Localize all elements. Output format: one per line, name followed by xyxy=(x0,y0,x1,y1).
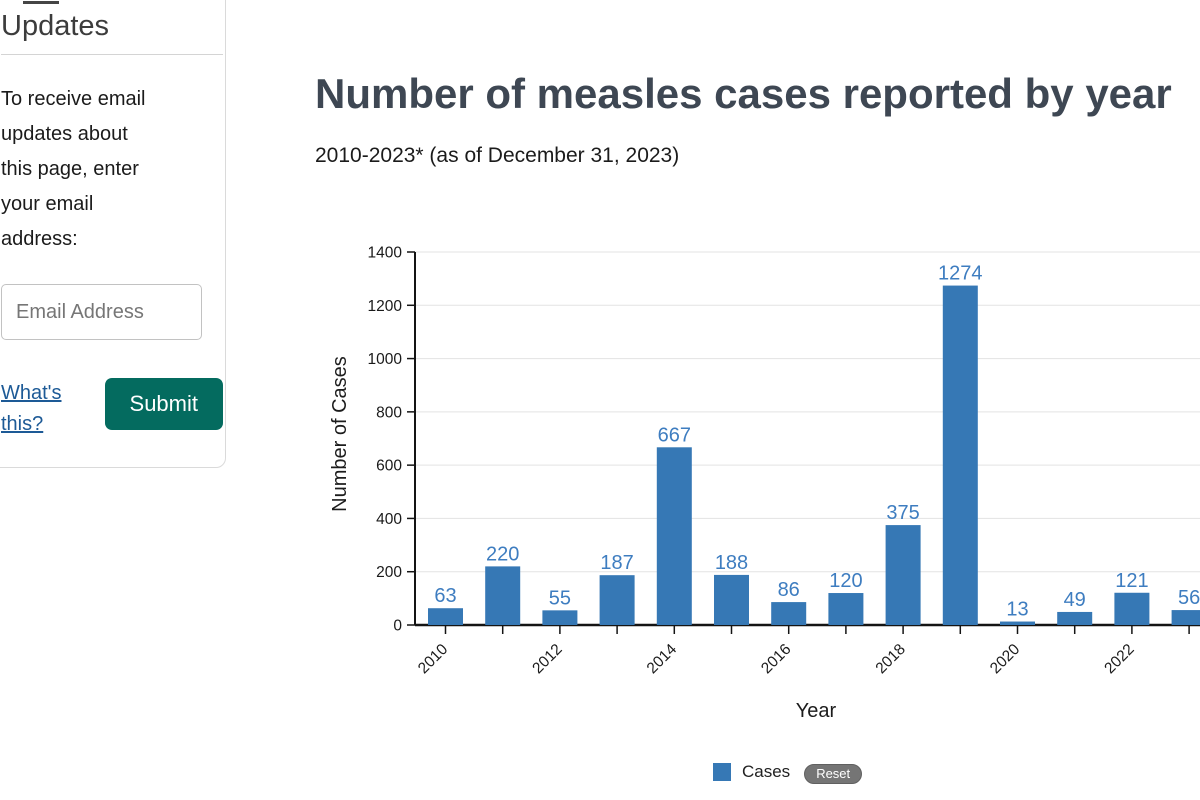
bar-value-label-2020: 13 xyxy=(1006,599,1028,621)
page-title: Number of measles cases reported by year xyxy=(315,70,1172,117)
bar-value-label-2012: 55 xyxy=(549,587,571,609)
bar-value-label-2021: 49 xyxy=(1064,589,1086,611)
x-tick-label-2022: 2022 xyxy=(1101,641,1137,677)
x-tick-label-2012: 2012 xyxy=(529,641,565,677)
y-tick-label: 1200 xyxy=(368,298,403,315)
bar-value-label-2018: 375 xyxy=(886,502,919,524)
bar-2015[interactable] xyxy=(714,574,749,625)
bar-value-label-2013: 187 xyxy=(600,552,633,574)
bar-value-label-2015: 188 xyxy=(715,552,748,574)
x-tick-label-2020: 2020 xyxy=(987,641,1024,678)
updates-description: To receive email updates about this page… xyxy=(1,88,146,250)
legend-label-cases[interactable]: Cases xyxy=(742,762,791,781)
y-tick-label: 400 xyxy=(376,511,402,528)
chart-legend: Cases Reset xyxy=(713,761,863,784)
y-tick-label: 1000 xyxy=(368,351,403,368)
whats-this-link[interactable]: What's this? xyxy=(1,382,62,435)
bar-2011[interactable] xyxy=(485,566,521,625)
reset-button[interactable]: Reset xyxy=(804,764,863,784)
bar-value-label-2014: 667 xyxy=(658,424,691,446)
bar-2014[interactable] xyxy=(656,447,692,625)
bar-2013[interactable] xyxy=(599,575,635,625)
card-divider xyxy=(1,54,223,55)
y-axis-title: Number of Cases xyxy=(329,356,351,512)
bar-2022[interactable] xyxy=(1114,592,1150,625)
bar-2010[interactable] xyxy=(428,608,463,625)
envelope-icon xyxy=(23,1,59,4)
bar-value-label-2011: 220 xyxy=(486,543,519,565)
form-row: What's this? Submit xyxy=(1,378,223,440)
bar-2018[interactable] xyxy=(885,525,921,625)
bar-value-label-2022: 121 xyxy=(1115,570,1148,592)
x-tick-label-2016: 2016 xyxy=(758,641,794,677)
y-tick-label: 0 xyxy=(393,618,402,635)
x-axis-title: Year xyxy=(796,700,837,722)
bar-2021[interactable] xyxy=(1057,611,1093,625)
bar-value-label-2023: 56 xyxy=(1178,587,1200,609)
bar-2017[interactable] xyxy=(828,593,864,625)
y-tick-label: 600 xyxy=(376,458,402,475)
x-tick-label-2018: 2018 xyxy=(873,641,909,677)
updates-heading: Updates xyxy=(1,10,110,42)
bar-2016[interactable] xyxy=(771,602,807,625)
legend-swatch-cases[interactable] xyxy=(713,763,731,781)
bar-value-label-2010: 63 xyxy=(434,585,456,607)
x-tick-label-2014: 2014 xyxy=(644,641,681,678)
page-subtitle: 2010-2023* (as of December 31, 2023) xyxy=(315,144,680,167)
bar-2019[interactable] xyxy=(942,285,978,625)
y-tick-label: 200 xyxy=(376,564,402,581)
submit-button[interactable]: Submit xyxy=(104,378,223,430)
bar-2023[interactable] xyxy=(1171,610,1200,625)
y-tick-label: 800 xyxy=(376,404,402,421)
bar-value-label-2016: 86 xyxy=(778,579,800,601)
email-updates-card: Updates To receive email updates about t… xyxy=(0,0,226,468)
bar-2012[interactable] xyxy=(542,610,578,625)
bar-2020[interactable] xyxy=(1000,621,1035,625)
bar-value-label-2017: 120 xyxy=(829,570,862,592)
x-tick-label-2010: 2010 xyxy=(415,641,452,678)
measles-cases-bar-chart: 0 200 400 600 800 1000 1200 1400 63 2010 220 55 2012… xyxy=(329,245,1200,722)
y-tick-label: 1400 xyxy=(368,245,403,262)
email-input[interactable] xyxy=(1,284,202,340)
bar-value-label-2019: 1274 xyxy=(938,263,983,285)
